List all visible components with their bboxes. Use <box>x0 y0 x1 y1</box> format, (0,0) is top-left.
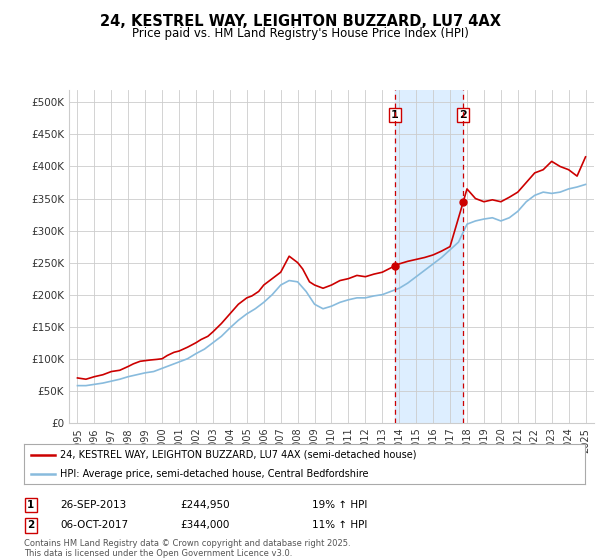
Text: £344,000: £344,000 <box>180 520 229 530</box>
Text: £244,950: £244,950 <box>180 500 230 510</box>
Text: 26-SEP-2013: 26-SEP-2013 <box>60 500 126 510</box>
Bar <box>395 90 463 423</box>
Text: Price paid vs. HM Land Registry's House Price Index (HPI): Price paid vs. HM Land Registry's House … <box>131 27 469 40</box>
Text: 24, KESTREL WAY, LEIGHTON BUZZARD, LU7 4AX: 24, KESTREL WAY, LEIGHTON BUZZARD, LU7 4… <box>100 14 500 29</box>
Text: 2: 2 <box>27 520 34 530</box>
Text: HPI: Average price, semi-detached house, Central Bedfordshire: HPI: Average price, semi-detached house,… <box>61 469 369 478</box>
Text: 1: 1 <box>391 110 399 120</box>
Text: 24, KESTREL WAY, LEIGHTON BUZZARD, LU7 4AX (semi-detached house): 24, KESTREL WAY, LEIGHTON BUZZARD, LU7 4… <box>61 450 417 460</box>
Text: 11% ↑ HPI: 11% ↑ HPI <box>312 520 367 530</box>
Text: 1: 1 <box>27 500 34 510</box>
Text: 19% ↑ HPI: 19% ↑ HPI <box>312 500 367 510</box>
Text: 06-OCT-2017: 06-OCT-2017 <box>60 520 128 530</box>
Text: Contains HM Land Registry data © Crown copyright and database right 2025.
This d: Contains HM Land Registry data © Crown c… <box>24 539 350 558</box>
Text: 2: 2 <box>459 110 467 120</box>
